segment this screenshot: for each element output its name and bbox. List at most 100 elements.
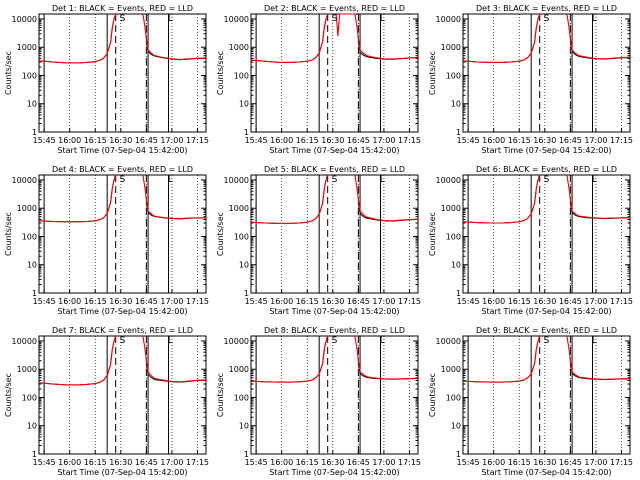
series-line-lld xyxy=(142,13,207,60)
y-tick-label: 10000 xyxy=(12,337,37,346)
y-tick-label: 1000 xyxy=(17,365,37,374)
series-line-lld xyxy=(250,335,329,383)
x-tick-label: 16:45 xyxy=(559,136,582,145)
y-tick-label: 10 xyxy=(239,100,249,109)
x-tick-label: 16:15 xyxy=(508,458,531,467)
panel-title: Det 1: BLACK = Events, RED = LLD xyxy=(52,4,193,13)
x-tick-label: 15:45 xyxy=(457,458,480,467)
x-tick-label: 16:45 xyxy=(559,458,582,467)
detector-panel-7: Det 7: BLACK = Events, RED = LLD 1 10 100 10… xyxy=(4,326,209,477)
y-tick-label: 100 xyxy=(446,393,461,402)
x-tick-label: 16:15 xyxy=(508,136,531,145)
marker-label: L xyxy=(380,14,385,24)
x-tick-label: 15:45 xyxy=(245,136,268,145)
x-tick-label: 16:00 xyxy=(270,136,293,145)
y-tick-label: 10 xyxy=(239,422,249,431)
x-tick-label: 17:15 xyxy=(398,458,421,467)
x-tick-label: 17:15 xyxy=(186,297,209,306)
x-tick-label: 17:00 xyxy=(372,458,395,467)
x-tick-label: 16:30 xyxy=(321,458,344,467)
series-line-lld xyxy=(142,174,206,220)
y-tick-label: 1000 xyxy=(441,43,461,52)
x-tick-label: 16:45 xyxy=(135,136,158,145)
panel-title: Det 5: BLACK = Events, RED = LLD xyxy=(264,165,405,174)
x-tick-label: 17:00 xyxy=(584,458,607,467)
series-line-lld xyxy=(250,13,329,63)
x-tick-label: 17:15 xyxy=(610,458,633,467)
x-tick-label: 16:30 xyxy=(321,136,344,145)
detector-panel-5: Det 5: BLACK = Events, RED = LLD 1 10 100 10… xyxy=(216,165,421,316)
x-axis-label: Start Time (07-Sep-04 15:42:00) xyxy=(57,307,187,316)
series-line-lld xyxy=(250,174,329,224)
plot-frame xyxy=(462,335,631,455)
x-tick-label: 15:45 xyxy=(245,297,268,306)
x-tick-label: 16:45 xyxy=(347,136,370,145)
y-axis-label: Counts/sec xyxy=(428,373,437,417)
y-tick-label: 10000 xyxy=(224,337,249,346)
y-tick-label: 10000 xyxy=(12,176,37,185)
x-tick-label: 17:15 xyxy=(398,297,421,306)
x-tick-label: 17:15 xyxy=(186,136,209,145)
y-tick-label: 100 xyxy=(234,393,249,402)
x-tick-label: 16:30 xyxy=(533,136,556,145)
marker-label: S xyxy=(332,336,338,346)
x-axis-label: Start Time (07-Sep-04 15:42:00) xyxy=(481,307,611,316)
marker-label: L xyxy=(592,14,597,24)
y-tick-label: 10 xyxy=(27,261,37,270)
x-tick-label: 16:30 xyxy=(533,297,556,306)
marker-label: S xyxy=(120,14,126,24)
detector-panel-4: Det 4: BLACK = Events, RED = LLD 1 10 100 10… xyxy=(4,165,209,316)
y-tick-label: 100 xyxy=(22,232,37,241)
y-axis-label: Counts/sec xyxy=(4,212,13,256)
x-tick-label: 16:30 xyxy=(109,136,132,145)
series-line-lld xyxy=(142,335,207,383)
x-tick-label: 16:15 xyxy=(84,136,107,145)
y-tick-label: 1000 xyxy=(441,204,461,213)
x-tick-label: 15:45 xyxy=(33,136,56,145)
y-tick-label: 10 xyxy=(451,422,461,431)
x-tick-label: 16:15 xyxy=(296,297,319,306)
y-tick-label: 1 xyxy=(32,289,37,298)
series-line-lld xyxy=(566,174,631,219)
y-axis-label: Counts/sec xyxy=(428,212,437,256)
y-tick-label: 100 xyxy=(234,232,249,241)
x-axis-label: Start Time (07-Sep-04 15:42:00) xyxy=(481,146,611,155)
marker-label: S xyxy=(332,14,338,24)
plot-frame xyxy=(38,174,207,294)
x-tick-label: 15:45 xyxy=(245,458,268,467)
x-tick-label: 17:00 xyxy=(372,136,395,145)
x-tick-label: 16:00 xyxy=(58,297,81,306)
x-axis-label: Start Time (07-Sep-04 15:42:00) xyxy=(481,468,611,477)
plot-frame xyxy=(250,13,419,133)
y-tick-label: 10 xyxy=(27,100,37,109)
marker-label: L xyxy=(592,175,597,185)
y-tick-label: 100 xyxy=(446,232,461,241)
detector-panel-9: Det 9: BLACK = Events, RED = LLD 1 10 100 10… xyxy=(428,326,633,477)
x-tick-label: 17:00 xyxy=(372,297,395,306)
marker-label: L xyxy=(380,175,385,185)
y-axis-label: Counts/sec xyxy=(4,51,13,95)
plot-frame xyxy=(250,174,419,294)
series-line-lld xyxy=(462,174,541,224)
y-tick-label: 1000 xyxy=(17,43,37,52)
y-tick-label: 100 xyxy=(22,393,37,402)
x-tick-label: 15:45 xyxy=(457,136,480,145)
x-tick-label: 16:00 xyxy=(58,458,81,467)
panel-title: Det 2: BLACK = Events, RED = LLD xyxy=(264,4,405,13)
detector-panel-2: Det 2: BLACK = Events, RED = LLD 1 10 100 10… xyxy=(216,4,421,155)
y-tick-label: 1000 xyxy=(17,204,37,213)
series-line-lld xyxy=(566,13,631,60)
panel-title: Det 8: BLACK = Events, RED = LLD xyxy=(264,326,405,335)
x-tick-label: 17:15 xyxy=(186,458,209,467)
x-tick-label: 16:45 xyxy=(347,297,370,306)
y-axis-label: Counts/sec xyxy=(428,51,437,95)
y-axis-label: Counts/sec xyxy=(216,51,225,95)
y-tick-label: 1 xyxy=(456,128,461,137)
x-tick-label: 17:00 xyxy=(584,136,607,145)
x-tick-label: 16:00 xyxy=(58,136,81,145)
marker-label: S xyxy=(120,336,126,346)
y-tick-label: 1 xyxy=(244,128,249,137)
marker-label: S xyxy=(332,175,338,185)
